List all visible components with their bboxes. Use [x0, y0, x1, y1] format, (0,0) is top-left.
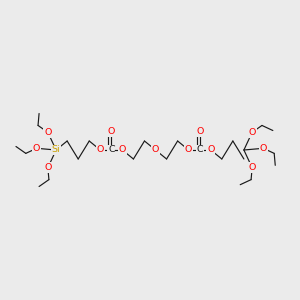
Text: O: O	[196, 128, 203, 136]
Text: O: O	[260, 144, 267, 153]
Text: O: O	[248, 163, 256, 172]
Text: O: O	[44, 128, 52, 137]
Text: O: O	[108, 128, 115, 136]
Text: O: O	[207, 146, 214, 154]
Text: O: O	[44, 163, 52, 172]
Text: Si: Si	[52, 146, 60, 154]
Text: O: O	[185, 146, 192, 154]
Text: O: O	[152, 146, 159, 154]
Text: C: C	[108, 146, 115, 154]
Text: O: O	[33, 144, 40, 153]
Text: C: C	[196, 146, 203, 154]
Text: O: O	[119, 146, 126, 154]
Text: O: O	[248, 128, 256, 137]
Text: O: O	[97, 146, 104, 154]
